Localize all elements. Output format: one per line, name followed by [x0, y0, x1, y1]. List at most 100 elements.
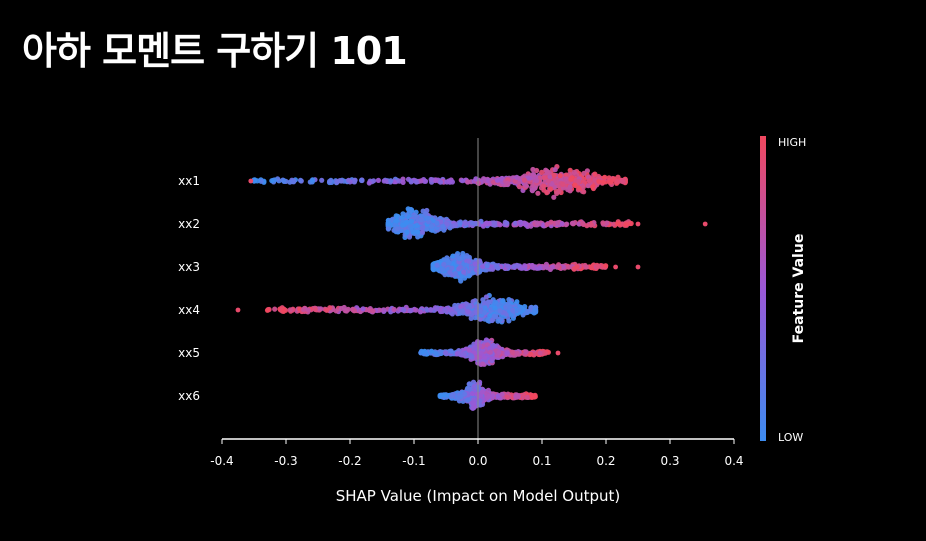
colorbar-high-label: HIGH — [778, 136, 806, 149]
feature-label-xx1: xx1 — [178, 174, 200, 188]
shap-dot — [360, 306, 366, 312]
shap-dot — [484, 263, 490, 269]
shap-dot — [459, 273, 465, 279]
shap-dot — [483, 220, 489, 227]
shap-dot — [406, 210, 413, 216]
shap-dot — [440, 267, 446, 273]
shap-dot — [529, 263, 536, 269]
shap-dot — [471, 400, 477, 406]
shap-dot — [442, 307, 448, 313]
x-tick-label: 0.3 — [660, 454, 679, 468]
shap-dot — [474, 304, 480, 310]
shap-dot — [563, 222, 569, 228]
shap-dot — [459, 308, 465, 314]
shap-dot — [441, 392, 447, 398]
shap-dot — [419, 225, 425, 231]
shap-dot — [571, 169, 577, 175]
shap-dot — [600, 179, 606, 185]
shap-dot — [539, 169, 545, 175]
shap-dot — [458, 304, 464, 310]
shap-dot — [468, 266, 474, 272]
shap-dot — [371, 178, 377, 184]
shap-dot — [544, 221, 550, 227]
shap-dot — [420, 349, 426, 355]
shap-dot — [504, 180, 510, 186]
shap-dot — [437, 179, 444, 185]
shap-dot — [470, 405, 476, 411]
shap-dot — [415, 234, 421, 240]
shap-dot — [338, 305, 344, 312]
shap-dot — [452, 222, 458, 228]
shap-outlier-dot — [635, 264, 641, 270]
shap-dot — [541, 183, 547, 189]
shap-dot — [327, 178, 333, 184]
feature-row-xx1 — [248, 164, 628, 200]
shap-dot — [297, 177, 304, 183]
shap-dot — [530, 166, 536, 173]
shap-dot — [477, 316, 483, 322]
shap-dot — [465, 309, 471, 315]
shap-dot — [338, 178, 344, 184]
shap-dot — [547, 266, 554, 272]
shap-dot — [456, 266, 462, 272]
x-tick-label: 0.1 — [532, 454, 551, 468]
shap-dot — [457, 220, 463, 226]
shap-dot — [490, 393, 496, 399]
shap-dot — [516, 306, 522, 312]
shap-dot — [521, 177, 528, 183]
shap-dot — [541, 175, 548, 181]
shap-dot — [490, 266, 496, 272]
shap-dot — [506, 318, 512, 324]
shap-dot — [428, 348, 435, 354]
shap-dot — [407, 308, 413, 314]
shap-outlier-dot — [248, 178, 254, 184]
shap-dot — [482, 309, 488, 316]
shap-dot — [404, 229, 410, 235]
shap-outlier-dot — [555, 350, 561, 356]
shap-dot — [476, 180, 482, 186]
shap-dot — [471, 345, 477, 351]
shap-dot — [462, 220, 468, 227]
shap-dot — [495, 393, 501, 399]
shap-dot — [492, 305, 498, 311]
x-tick-label: -0.2 — [338, 454, 361, 468]
shap-dot — [547, 186, 554, 192]
shap-dot — [491, 313, 497, 319]
shap-dot — [580, 184, 586, 190]
shap-dot — [441, 261, 447, 267]
shap-dot — [428, 223, 435, 229]
shap-dot — [531, 172, 537, 178]
shap-dot — [620, 179, 627, 185]
shap-dot — [590, 184, 596, 190]
shap-dot — [464, 262, 470, 268]
shap-dot — [487, 313, 493, 319]
shap-dot — [399, 214, 405, 220]
shap-dot — [458, 393, 464, 400]
shap-dot — [496, 349, 502, 355]
shap-dot — [534, 178, 540, 184]
shap-dot — [449, 265, 455, 271]
feature-row-xx4 — [235, 292, 539, 325]
shap-dot — [280, 308, 287, 314]
shap-dot — [449, 393, 455, 399]
shap-dot — [414, 222, 420, 229]
feature-label-xx4: xx4 — [178, 303, 200, 317]
shap-dot — [532, 308, 538, 314]
feature-row-xx3 — [430, 250, 641, 284]
shap-dot — [506, 297, 512, 303]
shap-dot — [494, 177, 500, 183]
shap-dot — [551, 172, 557, 178]
shap-dot — [535, 190, 541, 196]
shap-dot — [486, 299, 492, 305]
shap-dot — [514, 299, 520, 305]
shap-dot — [458, 278, 464, 284]
shap-dot — [504, 220, 510, 226]
shap-dot — [614, 178, 620, 184]
feature-label-xx5: xx5 — [178, 346, 200, 360]
shap-dot — [417, 309, 423, 315]
shap-dot — [394, 226, 401, 232]
feature-label-xx3: xx3 — [178, 260, 200, 274]
shap-dot — [543, 264, 549, 270]
shap-dot — [547, 174, 553, 180]
shap-dot — [469, 354, 475, 360]
